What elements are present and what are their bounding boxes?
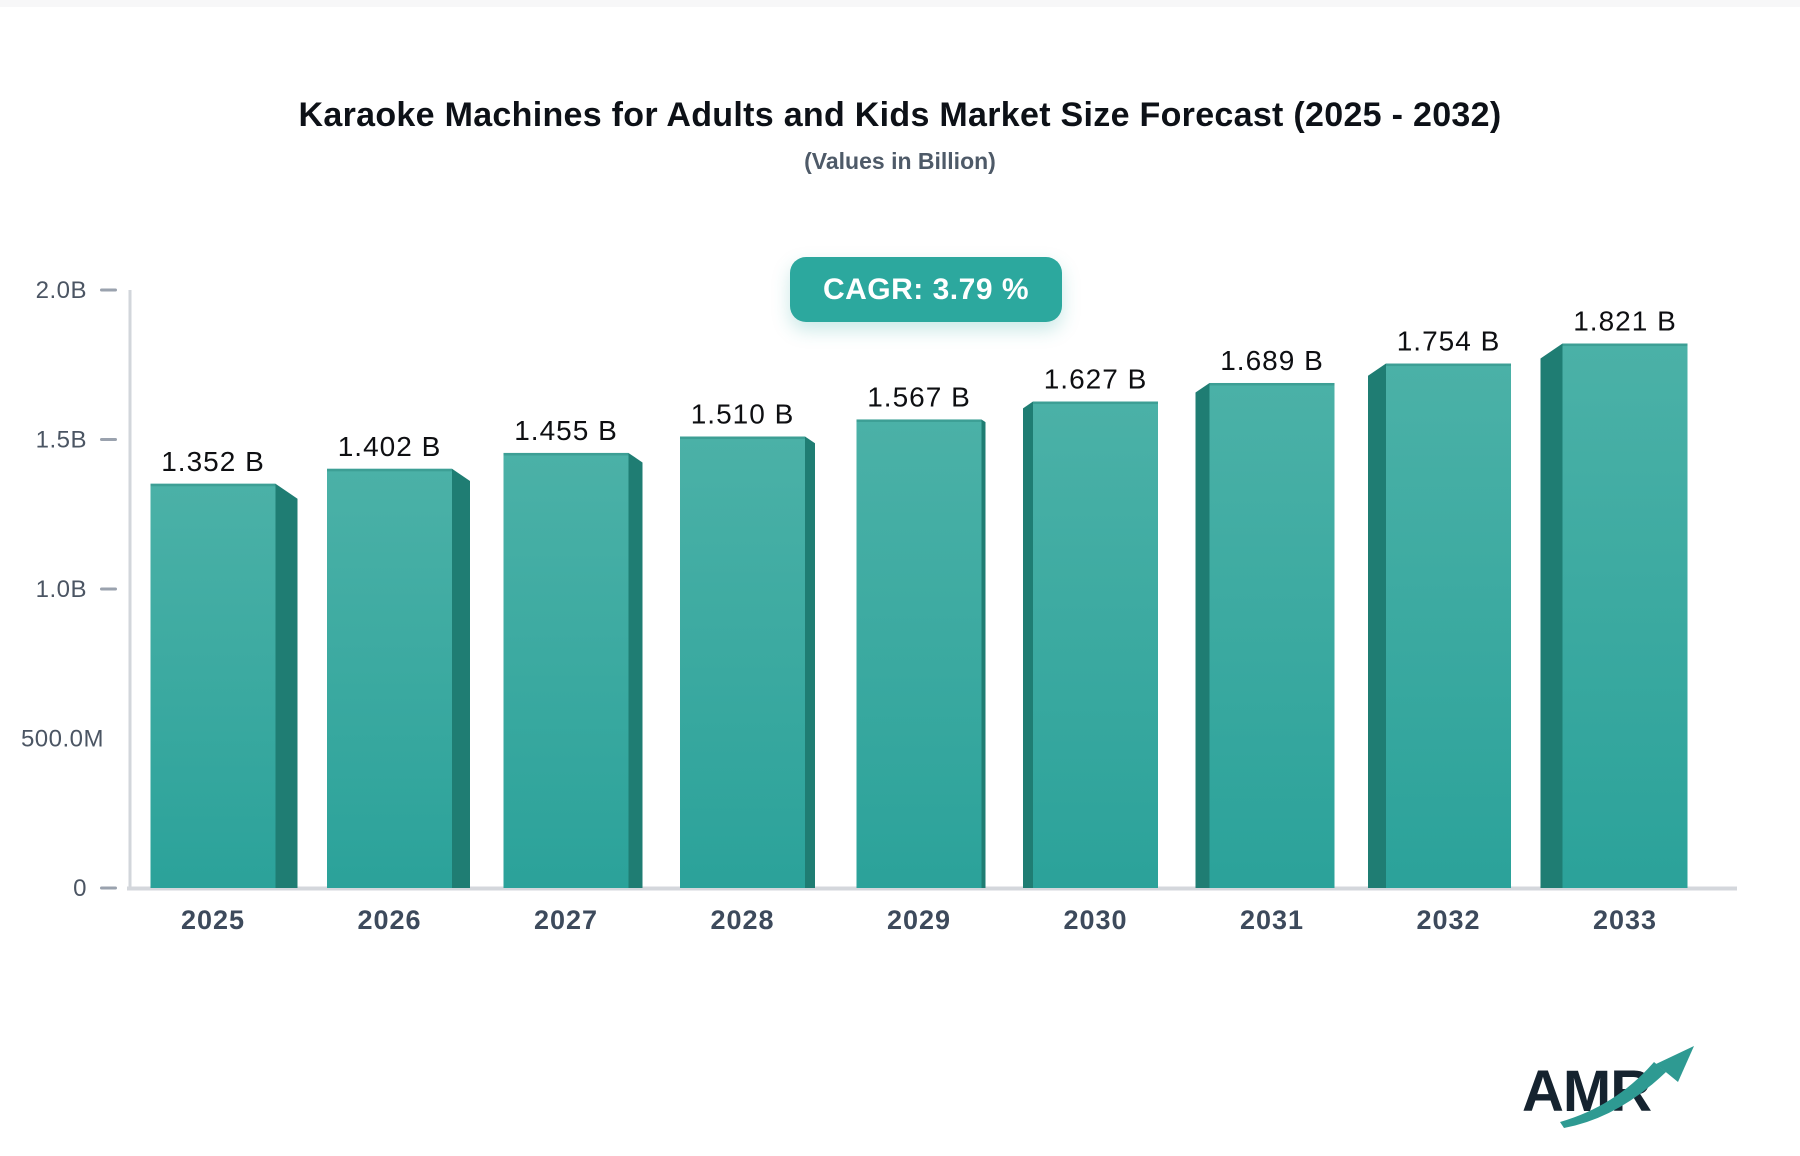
y-tick-label: 500.0M bbox=[21, 726, 104, 753]
bar-2028 bbox=[680, 436, 805, 888]
chart-subtitle: (Values in Billion) bbox=[804, 148, 996, 174]
x-tick-label: 2033 bbox=[1593, 905, 1657, 935]
bar-side-2026 bbox=[452, 468, 470, 888]
y-tick-dash bbox=[100, 288, 117, 292]
amr-logo: AMR bbox=[1522, 1038, 1732, 1138]
cagr-badge: CAGR: 3.79 % bbox=[790, 257, 1062, 322]
bar-top-edge bbox=[680, 436, 805, 440]
y-tick-dash bbox=[100, 438, 117, 441]
bar-side-2029 bbox=[981, 419, 986, 888]
top-strip bbox=[0, 0, 1800, 7]
bar-side-2031 bbox=[1195, 382, 1210, 888]
bar-2033 bbox=[1562, 343, 1688, 888]
chart-title: Karaoke Machines for Adults and Kids Mar… bbox=[298, 96, 1502, 134]
x-tick-label: 2031 bbox=[1240, 905, 1304, 935]
bar-top-edge bbox=[1209, 382, 1335, 386]
bar-value-label: 1.821 B bbox=[1573, 306, 1677, 337]
bar-value-label: 1.754 B bbox=[1397, 326, 1501, 357]
x-tick-label: 2028 bbox=[710, 905, 774, 935]
x-axis-baseline bbox=[127, 886, 1737, 891]
bar-top-edge bbox=[1033, 401, 1158, 405]
bar-value-label: 1.455 B bbox=[514, 415, 618, 446]
bar-2026 bbox=[327, 468, 452, 888]
y-tick-dash bbox=[100, 587, 117, 591]
bar-side-2028 bbox=[805, 436, 815, 888]
bar-value-label: 1.689 B bbox=[1220, 345, 1324, 376]
x-tick-label: 2029 bbox=[887, 905, 951, 935]
bar-value-label: 1.567 B bbox=[867, 381, 971, 412]
growth-arrow-icon bbox=[1560, 1046, 1694, 1128]
cagr-badge-label: CAGR: 3.79 % bbox=[822, 272, 1030, 306]
y-axis-line bbox=[128, 290, 132, 888]
bar-top-edge bbox=[503, 452, 629, 456]
y-tick-dash bbox=[100, 886, 117, 890]
bar-2029 bbox=[856, 419, 982, 888]
x-tick-label: 2032 bbox=[1416, 905, 1480, 935]
axis-layer bbox=[100, 288, 1737, 891]
x-tick-label: 2025 bbox=[181, 905, 245, 935]
bar-value-label: 1.627 B bbox=[1044, 364, 1148, 395]
bar-2025 bbox=[150, 483, 276, 888]
bar-2031 bbox=[1209, 382, 1335, 888]
bar-top-edge bbox=[856, 419, 982, 422]
bar-top-edge bbox=[150, 483, 276, 487]
bar-side-2032 bbox=[1368, 363, 1386, 889]
bar-top-edge bbox=[1562, 343, 1688, 347]
bar-side-2030 bbox=[1023, 401, 1033, 888]
bar-value-label: 1.510 B bbox=[691, 399, 795, 430]
y-tick-label: 1.5B bbox=[36, 427, 87, 454]
x-tick-label: 2030 bbox=[1063, 905, 1127, 935]
labels-layer: 0 500.0M 1.0B 1.5B 2.0B 1.352 B 2025 1.402 B 202… bbox=[21, 277, 1677, 935]
bar-side-2033 bbox=[1540, 343, 1563, 888]
bar-value-label: 1.402 B bbox=[338, 431, 442, 462]
x-tick-label: 2026 bbox=[357, 905, 421, 935]
y-tick-label: 0 bbox=[73, 875, 87, 902]
bars-layer bbox=[150, 343, 1688, 889]
bar-2027 bbox=[503, 452, 629, 888]
y-tick-label: 2.0B bbox=[36, 277, 87, 304]
y-tick-label: 1.0B bbox=[36, 576, 87, 603]
bar-side-2025 bbox=[275, 483, 298, 888]
bar-top-edge bbox=[327, 468, 452, 472]
bar-value-label: 1.352 B bbox=[161, 446, 265, 477]
x-tick-label: 2027 bbox=[534, 905, 598, 935]
bar-side-2027 bbox=[628, 452, 643, 888]
bar-top-edge bbox=[1386, 363, 1511, 367]
bar-2030 bbox=[1033, 401, 1158, 888]
bar-2032 bbox=[1386, 363, 1511, 889]
